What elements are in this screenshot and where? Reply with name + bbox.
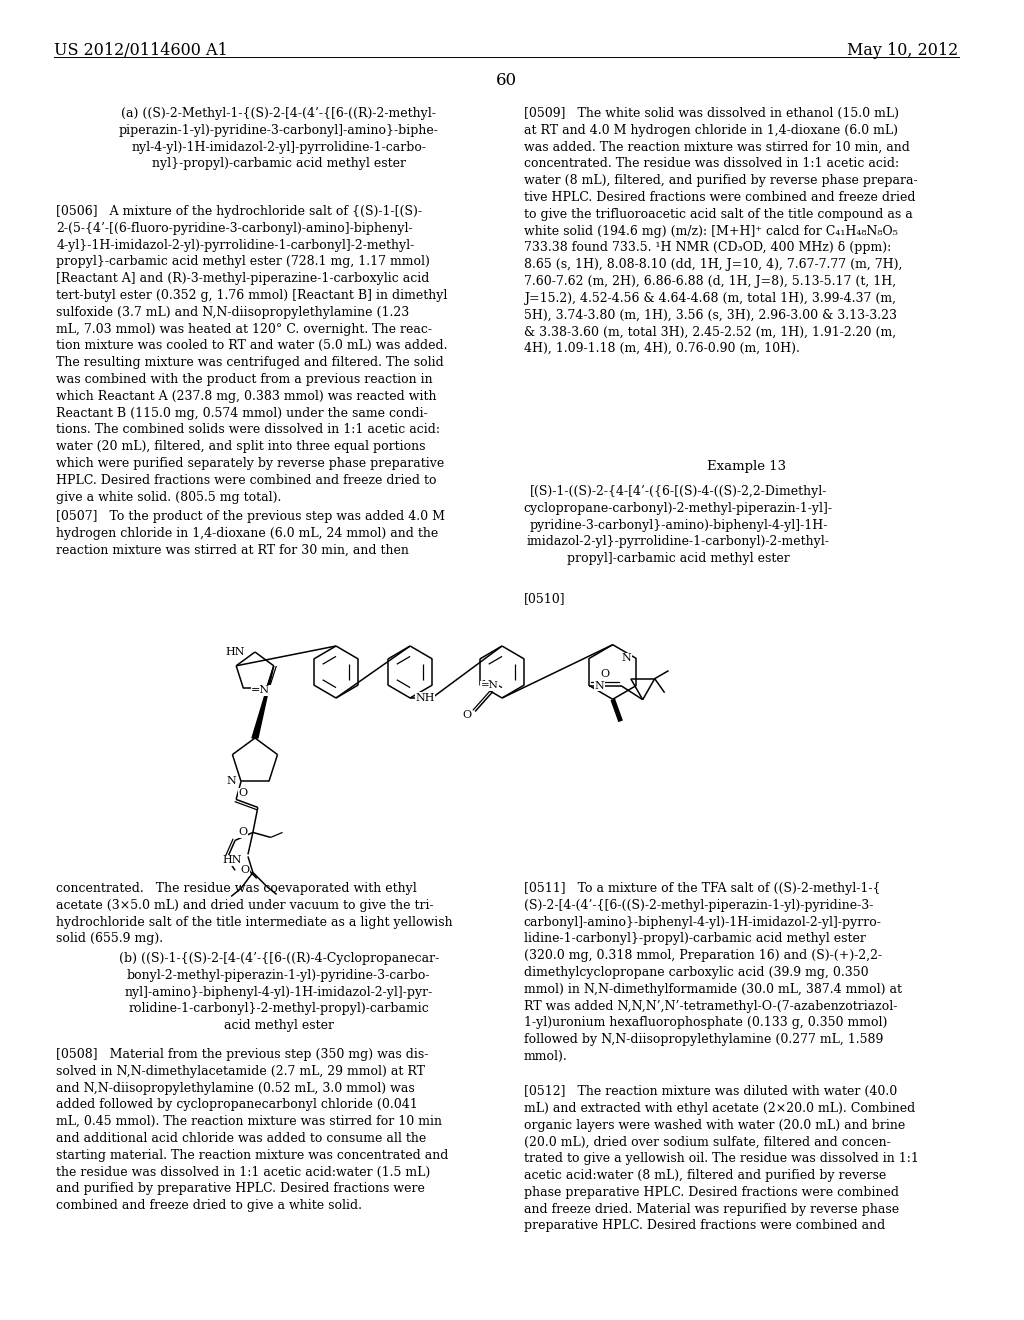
Text: O: O <box>601 669 609 678</box>
Text: =N: =N <box>481 681 499 690</box>
Text: N: N <box>622 653 631 664</box>
Text: [0510]: [0510] <box>524 591 565 605</box>
Text: HN: HN <box>222 855 242 866</box>
Text: [0512]   The reaction mixture was diluted with water (40.0
mL) and extracted wit: [0512] The reaction mixture was diluted … <box>524 1085 919 1233</box>
Text: N: N <box>594 681 604 690</box>
Text: May 10, 2012: May 10, 2012 <box>847 42 958 59</box>
Text: [0506]   A mixture of the hydrochloride salt of {(S)-1-[(S)-
2-(5-{4’-[(6-fluoro: [0506] A mixture of the hydrochloride sa… <box>56 205 447 504</box>
Text: HN: HN <box>225 647 245 657</box>
Text: [0508]   Material from the previous step (350 mg) was dis-
solved in N,N-dimethy: [0508] Material from the previous step (… <box>56 1048 449 1212</box>
Text: (b) ((S)-1-{(S)-2-[4-(4’-{[6-((R)-4-Cyclopropanecar-
bonyl-2-methyl-piperazin-1-: (b) ((S)-1-{(S)-2-[4-(4’-{[6-((R)-4-Cycl… <box>119 952 439 1032</box>
Text: [0509]   The white solid was dissolved in ethanol (15.0 mL)
at RT and 4.0 M hydr: [0509] The white solid was dissolved in … <box>524 107 918 355</box>
Polygon shape <box>252 665 273 738</box>
Text: Example 13: Example 13 <box>707 459 785 473</box>
Text: O: O <box>241 866 250 875</box>
Text: 60: 60 <box>496 73 516 88</box>
Text: O: O <box>463 710 472 719</box>
Text: N: N <box>226 776 237 787</box>
Text: (a) ((S)-2-Methyl-1-{(S)-2-[4-(4’-{[6-((R)-2-methyl-
piperazin-1-yl)-pyridine-3-: (a) ((S)-2-Methyl-1-{(S)-2-[4-(4’-{[6-((… <box>119 107 438 170</box>
Text: concentrated.   The residue was coevaporated with ethyl
acetate (3×5.0 mL) and d: concentrated. The residue was coevaporat… <box>56 882 453 945</box>
Text: [0511]   To a mixture of the TFA salt of ((S)-2-methyl-1-{
(S)-2-[4-(4’-{[6-((S): [0511] To a mixture of the TFA salt of (… <box>524 882 902 1063</box>
Text: [(S)-1-((S)-2-{4-[4’-({6-[(S)-4-((S)-2,2-Dimethyl-
cyclopropane-carbonyl)-2-meth: [(S)-1-((S)-2-{4-[4’-({6-[(S)-4-((S)-2,2… <box>524 484 833 565</box>
Text: O: O <box>239 828 248 837</box>
Text: NH: NH <box>415 693 435 704</box>
Text: [0507]   To the product of the previous step was added 4.0 M
hydrogen chloride i: [0507] To the product of the previous st… <box>56 510 445 557</box>
Text: =N: =N <box>251 685 270 696</box>
Text: O: O <box>239 788 248 799</box>
Text: US 2012/0114600 A1: US 2012/0114600 A1 <box>54 42 228 59</box>
Text: N: N <box>481 680 492 690</box>
